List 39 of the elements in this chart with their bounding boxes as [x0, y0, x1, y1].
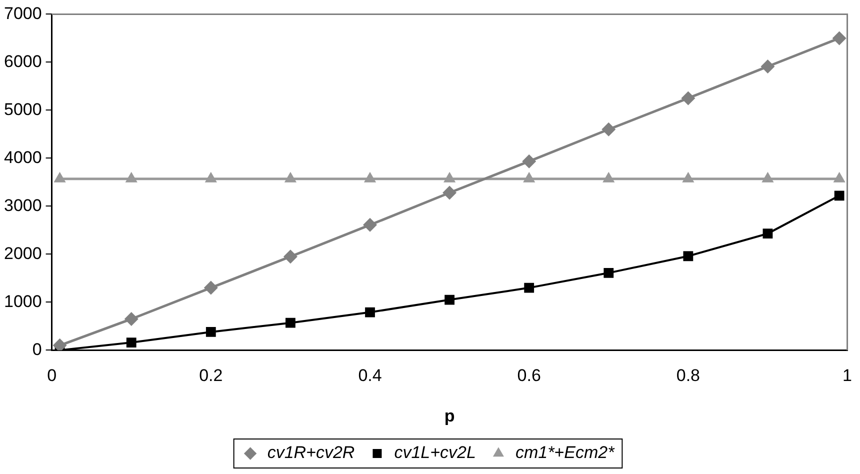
- x-tick-label: 1: [842, 366, 852, 386]
- point: [442, 186, 457, 200]
- y-tick-label: 1000: [4, 292, 42, 311]
- point: [286, 318, 296, 328]
- x-tick-label: 0.8: [676, 366, 700, 386]
- legend-label: cv1R+cv2R: [267, 443, 355, 462]
- point: [363, 218, 377, 232]
- point: [522, 154, 536, 168]
- legend-label: cm1*+Ecm2*: [515, 443, 616, 462]
- point: [762, 228, 773, 239]
- point: [832, 31, 846, 46]
- x-axis-title: p: [444, 406, 455, 426]
- point: [365, 307, 375, 318]
- y-tick-label: 2000: [4, 244, 42, 263]
- point: [834, 190, 844, 201]
- point: [524, 282, 534, 293]
- x-tick-label: 0.2: [199, 366, 223, 386]
- legend-label: cv1L+cv2L: [394, 443, 476, 462]
- point: [283, 250, 298, 264]
- point: [444, 294, 454, 305]
- point: [52, 338, 67, 350]
- point: [604, 268, 614, 278]
- y-tick-label: 5000: [4, 100, 42, 119]
- point: [681, 91, 696, 106]
- point: [206, 327, 216, 337]
- point: [602, 122, 616, 136]
- y-tick-label: 7000: [4, 4, 42, 23]
- x-tick-label: 0: [47, 366, 57, 386]
- point: [124, 312, 138, 326]
- point: [683, 251, 694, 262]
- y-tick-label: 6000: [4, 52, 42, 71]
- x-tick-label: 0.6: [517, 366, 541, 386]
- y-tick-label: 3000: [4, 196, 42, 215]
- x-tick-label: 0.4: [358, 366, 382, 386]
- point: [204, 280, 218, 295]
- y-tick-label: 0: [32, 340, 42, 359]
- point: [760, 60, 775, 74]
- point: [126, 338, 136, 348]
- y-tick-label: 4000: [4, 148, 42, 167]
